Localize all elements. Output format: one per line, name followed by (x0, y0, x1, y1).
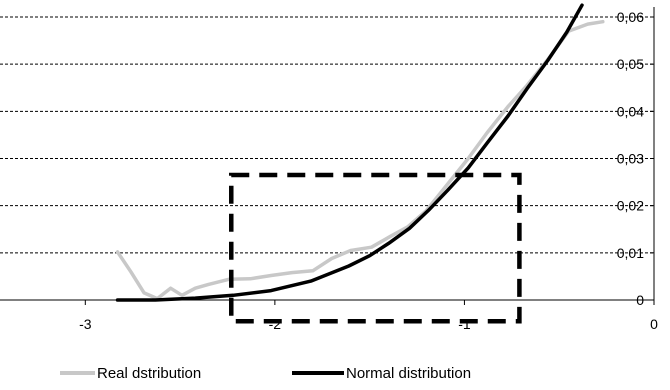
series-line-normal-distribution (115, 3, 584, 302)
legend-label-normal-distribution: Normal distribution (346, 365, 471, 382)
series-line-real-distribution (115, 19, 605, 301)
y-tick-label: 0 (636, 292, 644, 308)
grid-lines (0, 16, 654, 254)
annotations (229, 172, 522, 324)
axes: -3 -2 -1 00 0,01 0,02 0,03 0,04 0,05 0,06 (0, 7, 658, 332)
x-tick-label: -1 (458, 316, 471, 332)
y-tick-label: 0,03 (617, 151, 644, 167)
y-tick-label: 0,04 (617, 103, 644, 119)
y-tick-label: 0,06 (617, 9, 644, 25)
x-tick-label: -2 (269, 316, 282, 332)
y-tick-label: 0,01 (617, 245, 644, 261)
y-tick-label: 0,02 (617, 198, 644, 214)
x-tick-label: 0 (650, 316, 658, 332)
legend: Real dstribution Normal distribution (60, 365, 471, 382)
legend-label-real-distribution: Real dstribution (97, 365, 201, 382)
dashed-box-annotation (229, 172, 522, 324)
y-tick-label: 0,05 (617, 56, 644, 72)
series-lines (115, 3, 605, 302)
x-tick-label: -3 (79, 316, 92, 332)
